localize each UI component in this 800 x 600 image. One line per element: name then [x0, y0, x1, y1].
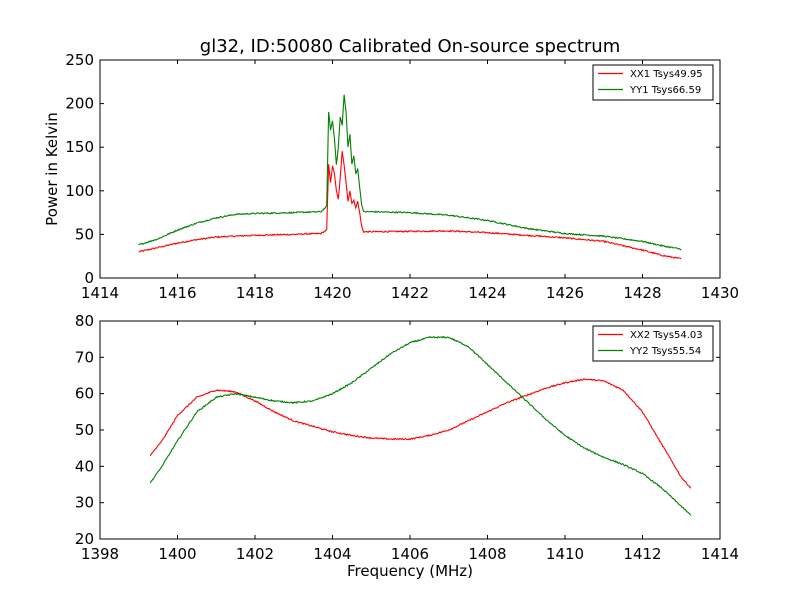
top-series-line-1 [138, 94, 682, 251]
top-legend-label-0: XX1 Tsys49.95 [630, 69, 703, 80]
bottom-y-tick-label: 70 [75, 348, 94, 366]
bottom-x-tick-label: 1414 [701, 545, 739, 563]
bottom-x-tick-label: 1400 [158, 545, 196, 563]
top-x-tick-label: 1426 [546, 284, 584, 302]
top-y-tick-label: 100 [65, 182, 94, 200]
bottom-x-tick-label: 1404 [313, 545, 351, 563]
bottom-ticks-layer: 1398 1400 1402 1404 1406 1408 1410 1412 1414 20 30… [75, 312, 739, 563]
top-legend: XX1 Tsys49.95 YY1 Tsys66.59 [592, 64, 714, 101]
bottom-y-tick-label: 60 [75, 385, 94, 403]
bottom-series-line-0 [149, 378, 692, 489]
top-x-tick-label: 1416 [158, 284, 196, 302]
top-y-tick-label: 200 [65, 95, 94, 113]
bottom-legend-label-0: XX2 Tsys54.03 [630, 330, 703, 341]
top-y-axis-label: Power in Kelvin [43, 112, 61, 226]
top-y-tick-label: 0 [84, 269, 94, 287]
top-x-tick-label: 1424 [468, 284, 506, 302]
bottom-legend-box [592, 325, 714, 362]
bottom-x-tick-label: 1408 [468, 545, 506, 563]
top-x-tick-label: 1414 [81, 284, 119, 302]
bottom-y-tick-label: 80 [75, 312, 94, 330]
top-legend-label-1: YY1 Tsys66.59 [629, 85, 701, 96]
bottom-x-tick-label: 1406 [391, 545, 429, 563]
top-panel: 1414 1416 1418 1420 1422 1424 1426 1428 1430 0 50 1… [43, 51, 739, 302]
top-x-tick-label: 1420 [313, 284, 351, 302]
bottom-series-line-1 [149, 335, 692, 516]
top-y-tick-label: 150 [65, 138, 94, 156]
top-x-tick-label: 1422 [391, 284, 429, 302]
bottom-x-tick-label: 1412 [623, 545, 661, 563]
top-ticks-layer: 1414 1416 1418 1420 1422 1424 1426 1428 1430 0 50 1… [65, 51, 739, 302]
bottom-y-tick-label: 50 [75, 421, 94, 439]
top-series-line-0 [138, 151, 682, 260]
bottom-y-tick-label: 40 [75, 457, 94, 475]
bottom-x-tick-label: 1402 [236, 545, 274, 563]
bottom-x-tick-label: 1410 [546, 545, 584, 563]
bottom-legend: XX2 Tsys54.03 YY2 Tsys55.54 [592, 325, 714, 362]
bottom-panel: 1398 1400 1402 1404 1406 1408 1410 1412 1414 20 30… [75, 312, 739, 580]
top-x-tick-label: 1430 [701, 284, 739, 302]
bottom-y-tick-label: 30 [75, 494, 94, 512]
bottom-x-axis-label: Frequency (MHz) [347, 562, 473, 580]
top-y-tick-label: 250 [65, 51, 94, 69]
top-x-tick-label: 1428 [623, 284, 661, 302]
bottom-y-tick-label: 20 [75, 530, 94, 548]
top-legend-box [592, 64, 714, 101]
bottom-legend-label-1: YY2 Tsys55.54 [629, 346, 701, 357]
chart-title: gl32, ID:50080 Calibrated On-source spec… [200, 36, 620, 57]
bottom-series-layer [149, 335, 692, 516]
bottom-x-tick-label: 1398 [81, 545, 119, 563]
top-x-tick-label: 1418 [236, 284, 274, 302]
top-series-layer [138, 94, 682, 260]
top-y-tick-label: 50 [75, 225, 94, 243]
